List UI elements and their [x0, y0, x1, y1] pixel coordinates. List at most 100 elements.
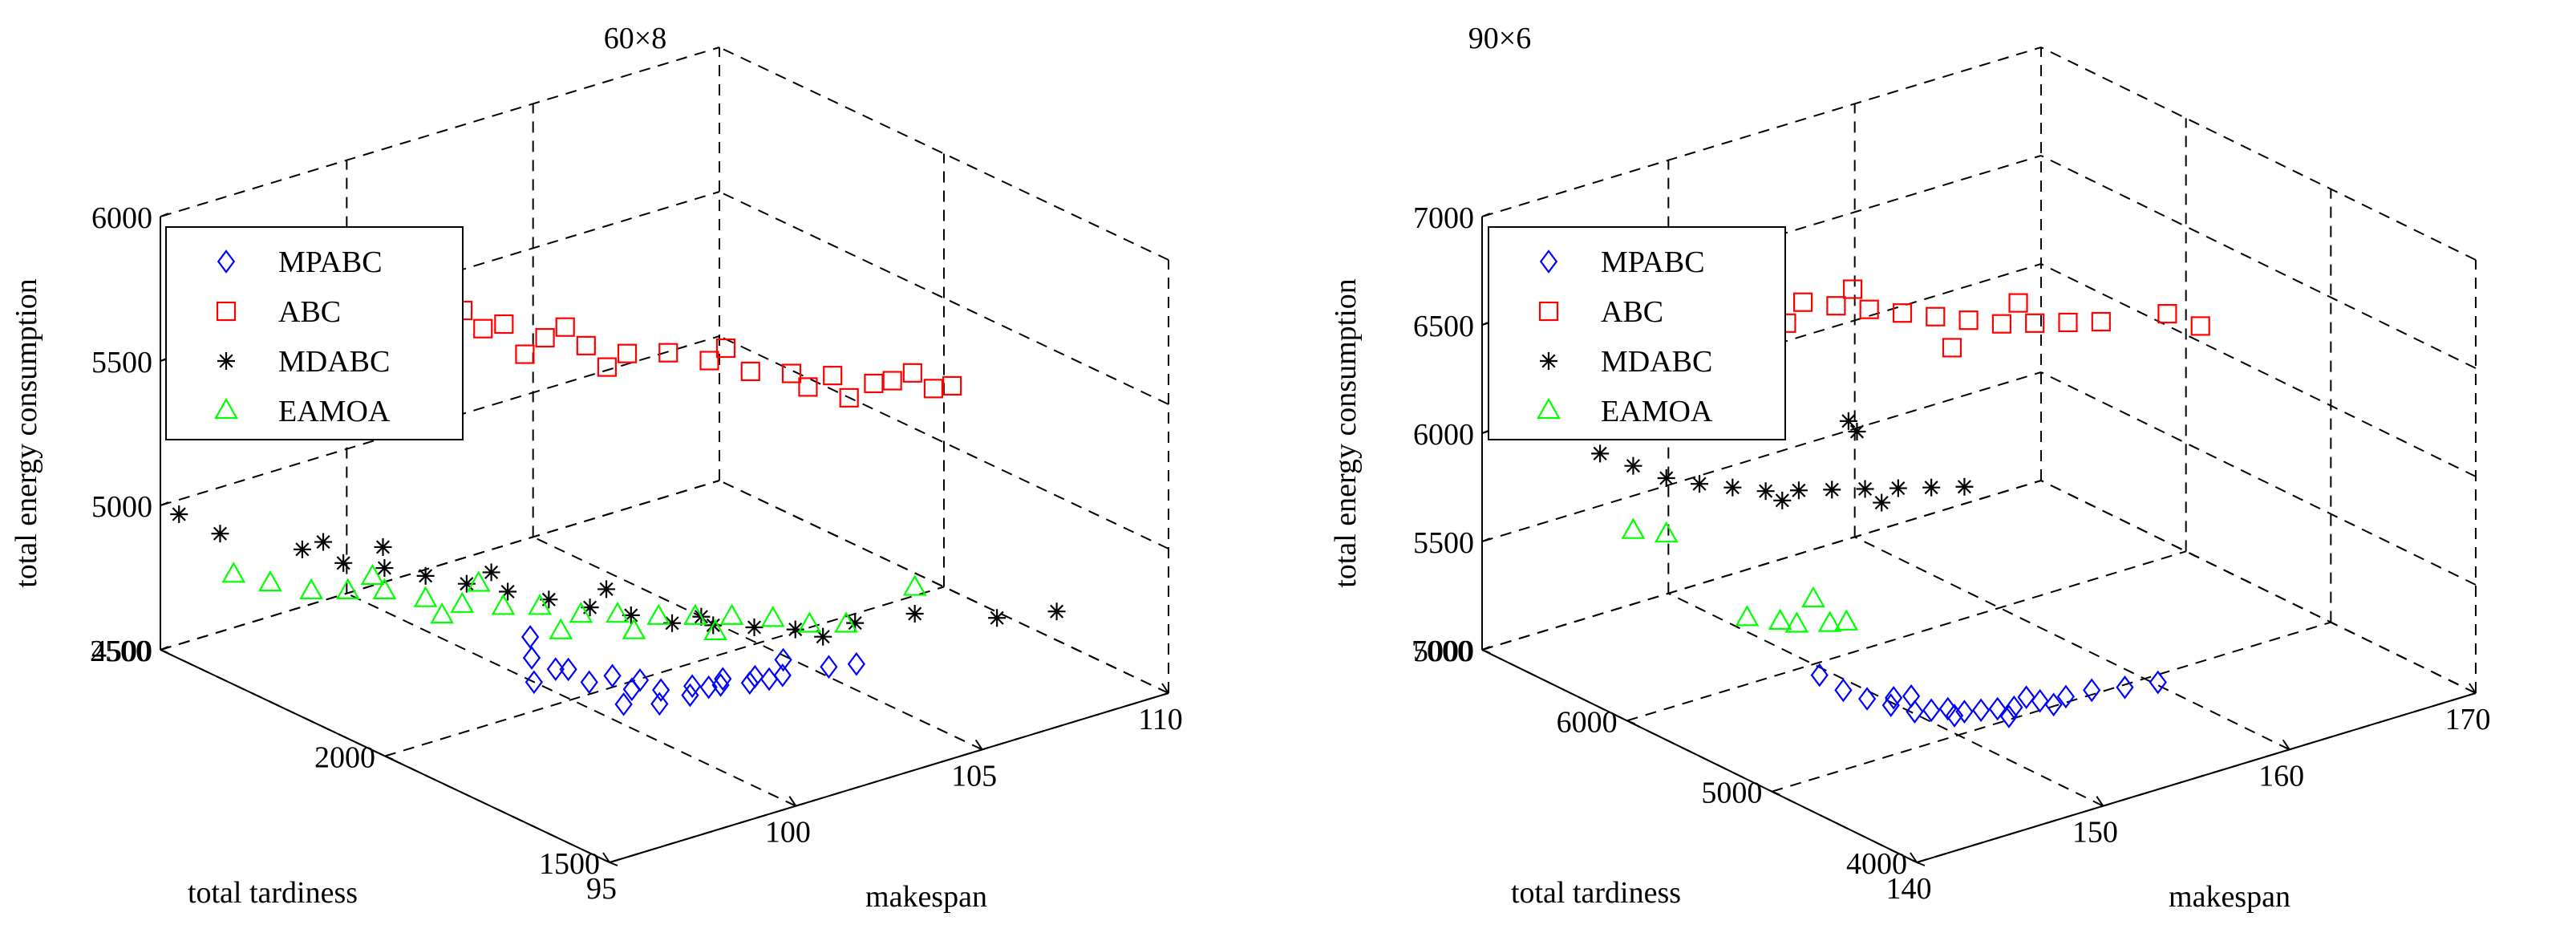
- x-tick-label: 105: [951, 759, 997, 793]
- floor-grid-x: [346, 592, 796, 807]
- data-point-eamoa: [760, 606, 785, 627]
- data-point-abc: [2025, 313, 2045, 333]
- back-wall-grid-z: [160, 480, 720, 651]
- side-wall-grid-z: [2040, 371, 2477, 586]
- data-point-abc: [798, 377, 818, 397]
- data-point-abc: [715, 338, 736, 359]
- data-point-mpabc: [630, 668, 650, 692]
- legend-marker-mpabc: [1539, 249, 1558, 274]
- data-point-mdabc: [1773, 491, 1792, 509]
- data-point-mpabc: [614, 692, 633, 716]
- data-point-eamoa: [1801, 586, 1825, 608]
- data-point-eamoa: [703, 619, 727, 640]
- floor-grid-y: [1626, 550, 2186, 722]
- data-point-abc: [839, 387, 859, 408]
- z-tick-label: 5500: [1413, 526, 1474, 560]
- data-point-mpabc: [603, 663, 622, 688]
- data-point-abc: [535, 327, 555, 348]
- data-point-abc: [2058, 312, 2078, 332]
- x-tick: [602, 852, 610, 863]
- data-point-mpabc: [2005, 695, 2023, 720]
- data-point-eamoa: [834, 611, 858, 633]
- side-wall-grid-z: [719, 335, 1169, 550]
- x-tick-label: 170: [2445, 703, 2491, 736]
- data-point-mdabc: [1955, 477, 1974, 496]
- data-point-mpabc: [740, 671, 759, 696]
- data-point-eamoa: [1654, 521, 1679, 543]
- data-point-mpabc: [1906, 700, 1924, 724]
- chart-title: 90×6: [1468, 22, 1531, 55]
- side-wall-grid-z: [719, 191, 1169, 405]
- data-point-eamoa: [450, 591, 475, 613]
- data-point-mpabc: [2044, 692, 2063, 717]
- data-point-mdabc: [597, 580, 616, 598]
- data-point-abc: [515, 344, 535, 364]
- legend-label-eamoa: EAMOA: [1601, 395, 1713, 428]
- series-mdabc: [170, 505, 1066, 646]
- data-point-eamoa: [1735, 605, 1760, 627]
- data-point-abc: [1826, 296, 1846, 316]
- legend-label-mdabc: MDABC: [1601, 345, 1712, 379]
- data-point-mdabc: [786, 620, 804, 639]
- data-point-mdabc: [1922, 478, 1941, 497]
- y-tick: [609, 862, 618, 866]
- data-point-eamoa: [335, 578, 360, 599]
- legend-marker-abc: [216, 301, 237, 322]
- data-point-abc: [740, 361, 760, 382]
- data-point-mdabc: [482, 563, 500, 582]
- chart-title: 60×8: [604, 22, 666, 55]
- data-point-mdabc: [1756, 482, 1775, 501]
- data-point-mpabc: [1857, 687, 1877, 711]
- data-point-mpabc: [651, 678, 670, 703]
- floor-grid-x: [1667, 592, 2104, 807]
- side-wall-grid-z: [719, 480, 1169, 694]
- data-point-abc: [555, 317, 575, 337]
- data-point-eamoa: [491, 594, 516, 615]
- data-point-eamoa: [646, 603, 671, 625]
- legend-label-abc: ABC: [1601, 295, 1663, 329]
- data-point-abc: [1859, 299, 1879, 319]
- data-point-mpabc: [773, 663, 792, 688]
- data-point-mpabc: [2056, 684, 2076, 709]
- data-point-eamoa: [430, 602, 455, 624]
- z-tick-label: 7000: [1413, 201, 1474, 235]
- data-point-mpabc: [711, 673, 730, 697]
- data-point-abc: [1958, 310, 1979, 331]
- legend-label-abc: ABC: [278, 295, 341, 329]
- data-point-eamoa: [797, 611, 822, 633]
- data-point-eamoa: [1621, 517, 1646, 539]
- back-wall-grid-z: [1481, 480, 2042, 651]
- y-axis-title: total tardiness: [1511, 876, 1681, 910]
- legend-marker-eamoa: [1537, 397, 1561, 420]
- data-point-eamoa: [258, 570, 282, 592]
- x-tick: [1910, 852, 1918, 863]
- side-wall-grid-z: [2040, 47, 2477, 261]
- z-tick: [1481, 646, 1491, 651]
- data-point-eamoa: [466, 570, 491, 592]
- data-point-abc: [473, 318, 493, 339]
- data-point-mpabc: [714, 667, 732, 692]
- data-point-mpabc: [1999, 704, 2019, 728]
- series-mpabc: [520, 625, 865, 716]
- data-point-mdabc: [170, 505, 188, 523]
- data-point-mdabc: [1823, 481, 1841, 499]
- data-point-mdabc: [1889, 479, 1907, 497]
- data-point-mpabc: [1885, 686, 1903, 710]
- data-point-mdabc: [581, 598, 599, 617]
- data-point-eamoa: [549, 618, 573, 639]
- data-point-eamoa: [299, 578, 324, 600]
- z-axis-title: total energy consumption: [10, 278, 43, 588]
- legend-label-eamoa: EAMOA: [278, 395, 391, 428]
- y-tick: [384, 755, 394, 761]
- data-point-abc: [2190, 316, 2210, 336]
- data-point-eamoa: [1768, 608, 1792, 631]
- side-wall-grid-z: [719, 47, 1169, 261]
- y-axis-title: total tardiness: [188, 876, 358, 910]
- y-axis-line: [1481, 649, 1918, 863]
- data-point-eamoa: [413, 586, 438, 607]
- x-tick-label: 110: [1138, 703, 1183, 736]
- data-point-mdabc: [905, 604, 924, 623]
- data-point-mpabc: [820, 655, 838, 679]
- x-tick: [974, 739, 983, 750]
